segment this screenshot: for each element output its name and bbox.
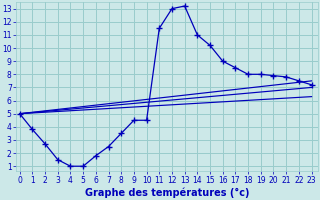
X-axis label: Graphe des températures (°c): Graphe des températures (°c) — [85, 187, 249, 198]
